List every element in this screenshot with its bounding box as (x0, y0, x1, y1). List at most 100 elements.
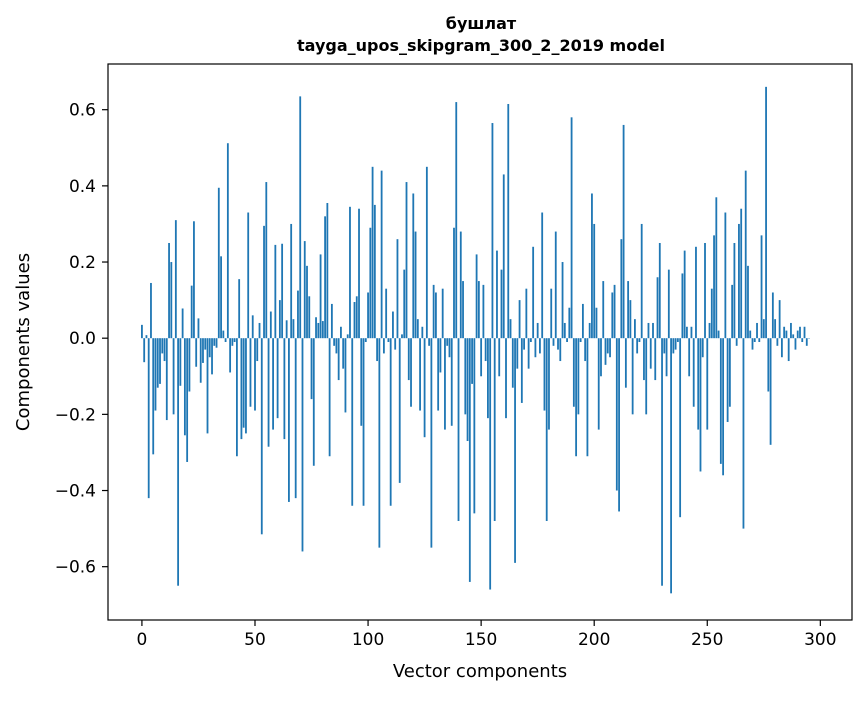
bar (394, 338, 396, 349)
bar (571, 117, 573, 338)
bar (611, 292, 613, 338)
bar (272, 338, 274, 429)
bar (254, 338, 256, 410)
bar (501, 270, 503, 339)
bar (227, 143, 229, 338)
bar (290, 224, 292, 338)
bar (464, 338, 466, 414)
bar (161, 338, 163, 353)
bar (498, 338, 500, 376)
bar (388, 338, 390, 342)
x-tick-label: 200 (578, 630, 610, 650)
bar (159, 338, 161, 384)
bar (639, 338, 641, 342)
bar (711, 289, 713, 339)
bar (374, 205, 376, 338)
bar (539, 338, 541, 353)
bar (580, 338, 582, 342)
bar (573, 338, 575, 407)
bar (593, 224, 595, 338)
bar (324, 216, 326, 338)
bar (476, 254, 478, 338)
bar (654, 338, 656, 380)
bar (207, 338, 209, 433)
x-tick-label: 100 (352, 630, 384, 650)
bar (487, 338, 489, 418)
y-tick-label: 0.4 (69, 177, 96, 197)
bar (419, 338, 421, 410)
bar (797, 331, 799, 339)
bar (175, 220, 177, 338)
bar (417, 319, 419, 338)
bar (686, 327, 688, 338)
bar (331, 304, 333, 338)
bar (193, 221, 195, 338)
bar (283, 338, 285, 439)
bar (577, 338, 579, 414)
bar (740, 209, 742, 338)
bar (295, 338, 297, 498)
bar (304, 241, 306, 338)
bar (548, 338, 550, 429)
bar (189, 338, 191, 391)
bar (369, 228, 371, 338)
bar (204, 338, 206, 349)
bar (299, 96, 301, 338)
bar (288, 338, 290, 502)
x-tick-label: 150 (465, 630, 497, 650)
bar (148, 338, 150, 498)
bar (702, 338, 704, 357)
bar (575, 338, 577, 456)
bar (505, 338, 507, 418)
bar (706, 338, 708, 429)
bar (451, 338, 453, 426)
bar (381, 171, 383, 339)
bar (358, 209, 360, 338)
bar (453, 228, 455, 338)
bar (440, 338, 442, 372)
bar (482, 285, 484, 338)
bar (564, 323, 566, 338)
bar (763, 319, 765, 338)
bar (758, 338, 760, 342)
x-tick-label: 50 (244, 630, 266, 650)
bar (277, 338, 279, 418)
bar (157, 338, 159, 388)
bar (410, 338, 412, 407)
bar (544, 338, 546, 410)
bar (713, 235, 715, 338)
bar (268, 338, 270, 447)
bar (648, 323, 650, 338)
bar (385, 289, 387, 339)
bar (600, 338, 602, 376)
bar (216, 338, 218, 348)
bar (322, 321, 324, 338)
bar (616, 338, 618, 490)
bar (179, 338, 181, 386)
bar (672, 338, 674, 353)
bar (363, 338, 365, 506)
bar (602, 281, 604, 338)
bar (745, 171, 747, 339)
y-tick-label: −0.6 (55, 558, 96, 578)
bar (354, 302, 356, 338)
bar (553, 338, 555, 346)
bar (317, 323, 319, 338)
bar (469, 338, 471, 582)
bar (734, 243, 736, 338)
bar (274, 245, 276, 338)
bar (754, 338, 756, 342)
bar (650, 338, 652, 368)
bar (315, 317, 317, 338)
bar (557, 338, 559, 349)
bar (250, 338, 252, 407)
bar (243, 338, 245, 427)
bar (462, 281, 464, 338)
bar (338, 338, 340, 380)
bar (743, 338, 745, 528)
bar (634, 319, 636, 338)
bar (408, 338, 410, 380)
bar (263, 226, 265, 338)
bar (211, 338, 213, 374)
